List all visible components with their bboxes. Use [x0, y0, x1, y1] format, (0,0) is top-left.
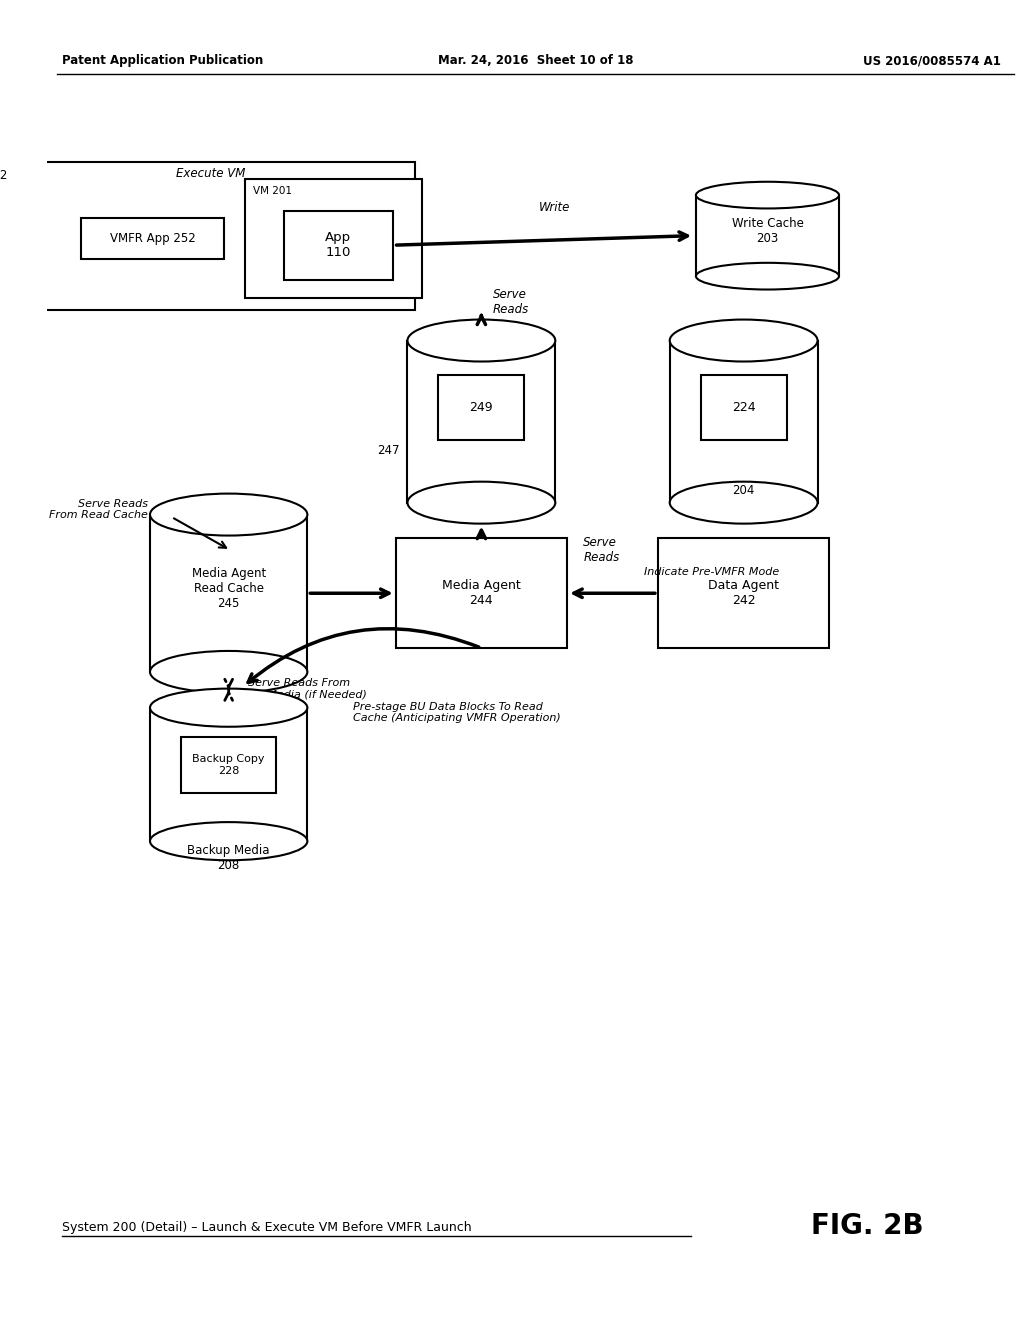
Bar: [657, 539, 829, 648]
Text: Serve
Reads: Serve Reads: [584, 536, 620, 565]
Text: Backup Copy
228: Backup Copy 228: [193, 754, 265, 776]
Text: Serve Reads
From Read Cache: Serve Reads From Read Cache: [49, 499, 147, 520]
Ellipse shape: [696, 263, 839, 289]
Ellipse shape: [150, 822, 307, 861]
Ellipse shape: [408, 482, 555, 524]
Bar: [246, 180, 422, 298]
Text: Pre-stage BU Data Blocks To Read
Cache (Anticipating VMFR Operation): Pre-stage BU Data Blocks To Read Cache (…: [352, 702, 560, 723]
Text: Backup Media
208: Backup Media 208: [187, 845, 270, 873]
Ellipse shape: [696, 182, 839, 209]
Text: System 200 (Detail) – Launch & Execute VM Before VMFR Launch: System 200 (Detail) – Launch & Execute V…: [61, 1221, 471, 1234]
Ellipse shape: [670, 482, 817, 524]
Text: Patent Application Publication: Patent Application Publication: [61, 54, 263, 67]
Text: Media Agent
Read Cache
245: Media Agent Read Cache 245: [191, 568, 266, 610]
Text: 204: 204: [732, 483, 755, 496]
Text: 224: 224: [732, 401, 756, 413]
Bar: [150, 708, 307, 841]
Text: Indicate Pre-VMFR Mode: Indicate Pre-VMFR Mode: [643, 568, 779, 577]
Ellipse shape: [150, 651, 307, 693]
Text: Media Agent
244: Media Agent 244: [442, 579, 521, 607]
Text: US 2016/0085574 A1: US 2016/0085574 A1: [863, 54, 1001, 67]
Bar: [81, 219, 224, 259]
Text: FIG. 2B: FIG. 2B: [811, 1212, 924, 1239]
Ellipse shape: [408, 319, 555, 362]
Text: VMFR App 252: VMFR App 252: [110, 232, 196, 246]
Text: Serve Reads From
BU Media (if Needed): Serve Reads From BU Media (if Needed): [248, 677, 367, 700]
Bar: [284, 211, 393, 280]
Text: Write Cache
203: Write Cache 203: [731, 216, 804, 246]
Text: Execute VM: Execute VM: [176, 168, 246, 181]
Text: 249: 249: [470, 401, 494, 413]
Bar: [700, 375, 786, 440]
Bar: [181, 738, 276, 792]
Text: 247: 247: [378, 444, 399, 457]
Text: App
110: App 110: [326, 231, 351, 259]
Bar: [696, 195, 839, 276]
Bar: [438, 375, 524, 440]
Text: VM 201: VM 201: [253, 186, 292, 195]
Text: Write: Write: [539, 201, 570, 214]
Text: Mar. 24, 2016  Sheet 10 of 18: Mar. 24, 2016 Sheet 10 of 18: [438, 54, 634, 67]
Bar: [670, 341, 817, 503]
Ellipse shape: [670, 319, 817, 362]
Bar: [408, 341, 555, 503]
Bar: [0, 162, 415, 310]
Text: 202: 202: [0, 169, 8, 182]
Text: Serve
Reads: Serve Reads: [493, 288, 529, 317]
Ellipse shape: [150, 689, 307, 727]
Bar: [395, 539, 567, 648]
Text: Data Agent
242: Data Agent 242: [709, 579, 779, 607]
Bar: [150, 515, 307, 672]
Ellipse shape: [150, 494, 307, 536]
